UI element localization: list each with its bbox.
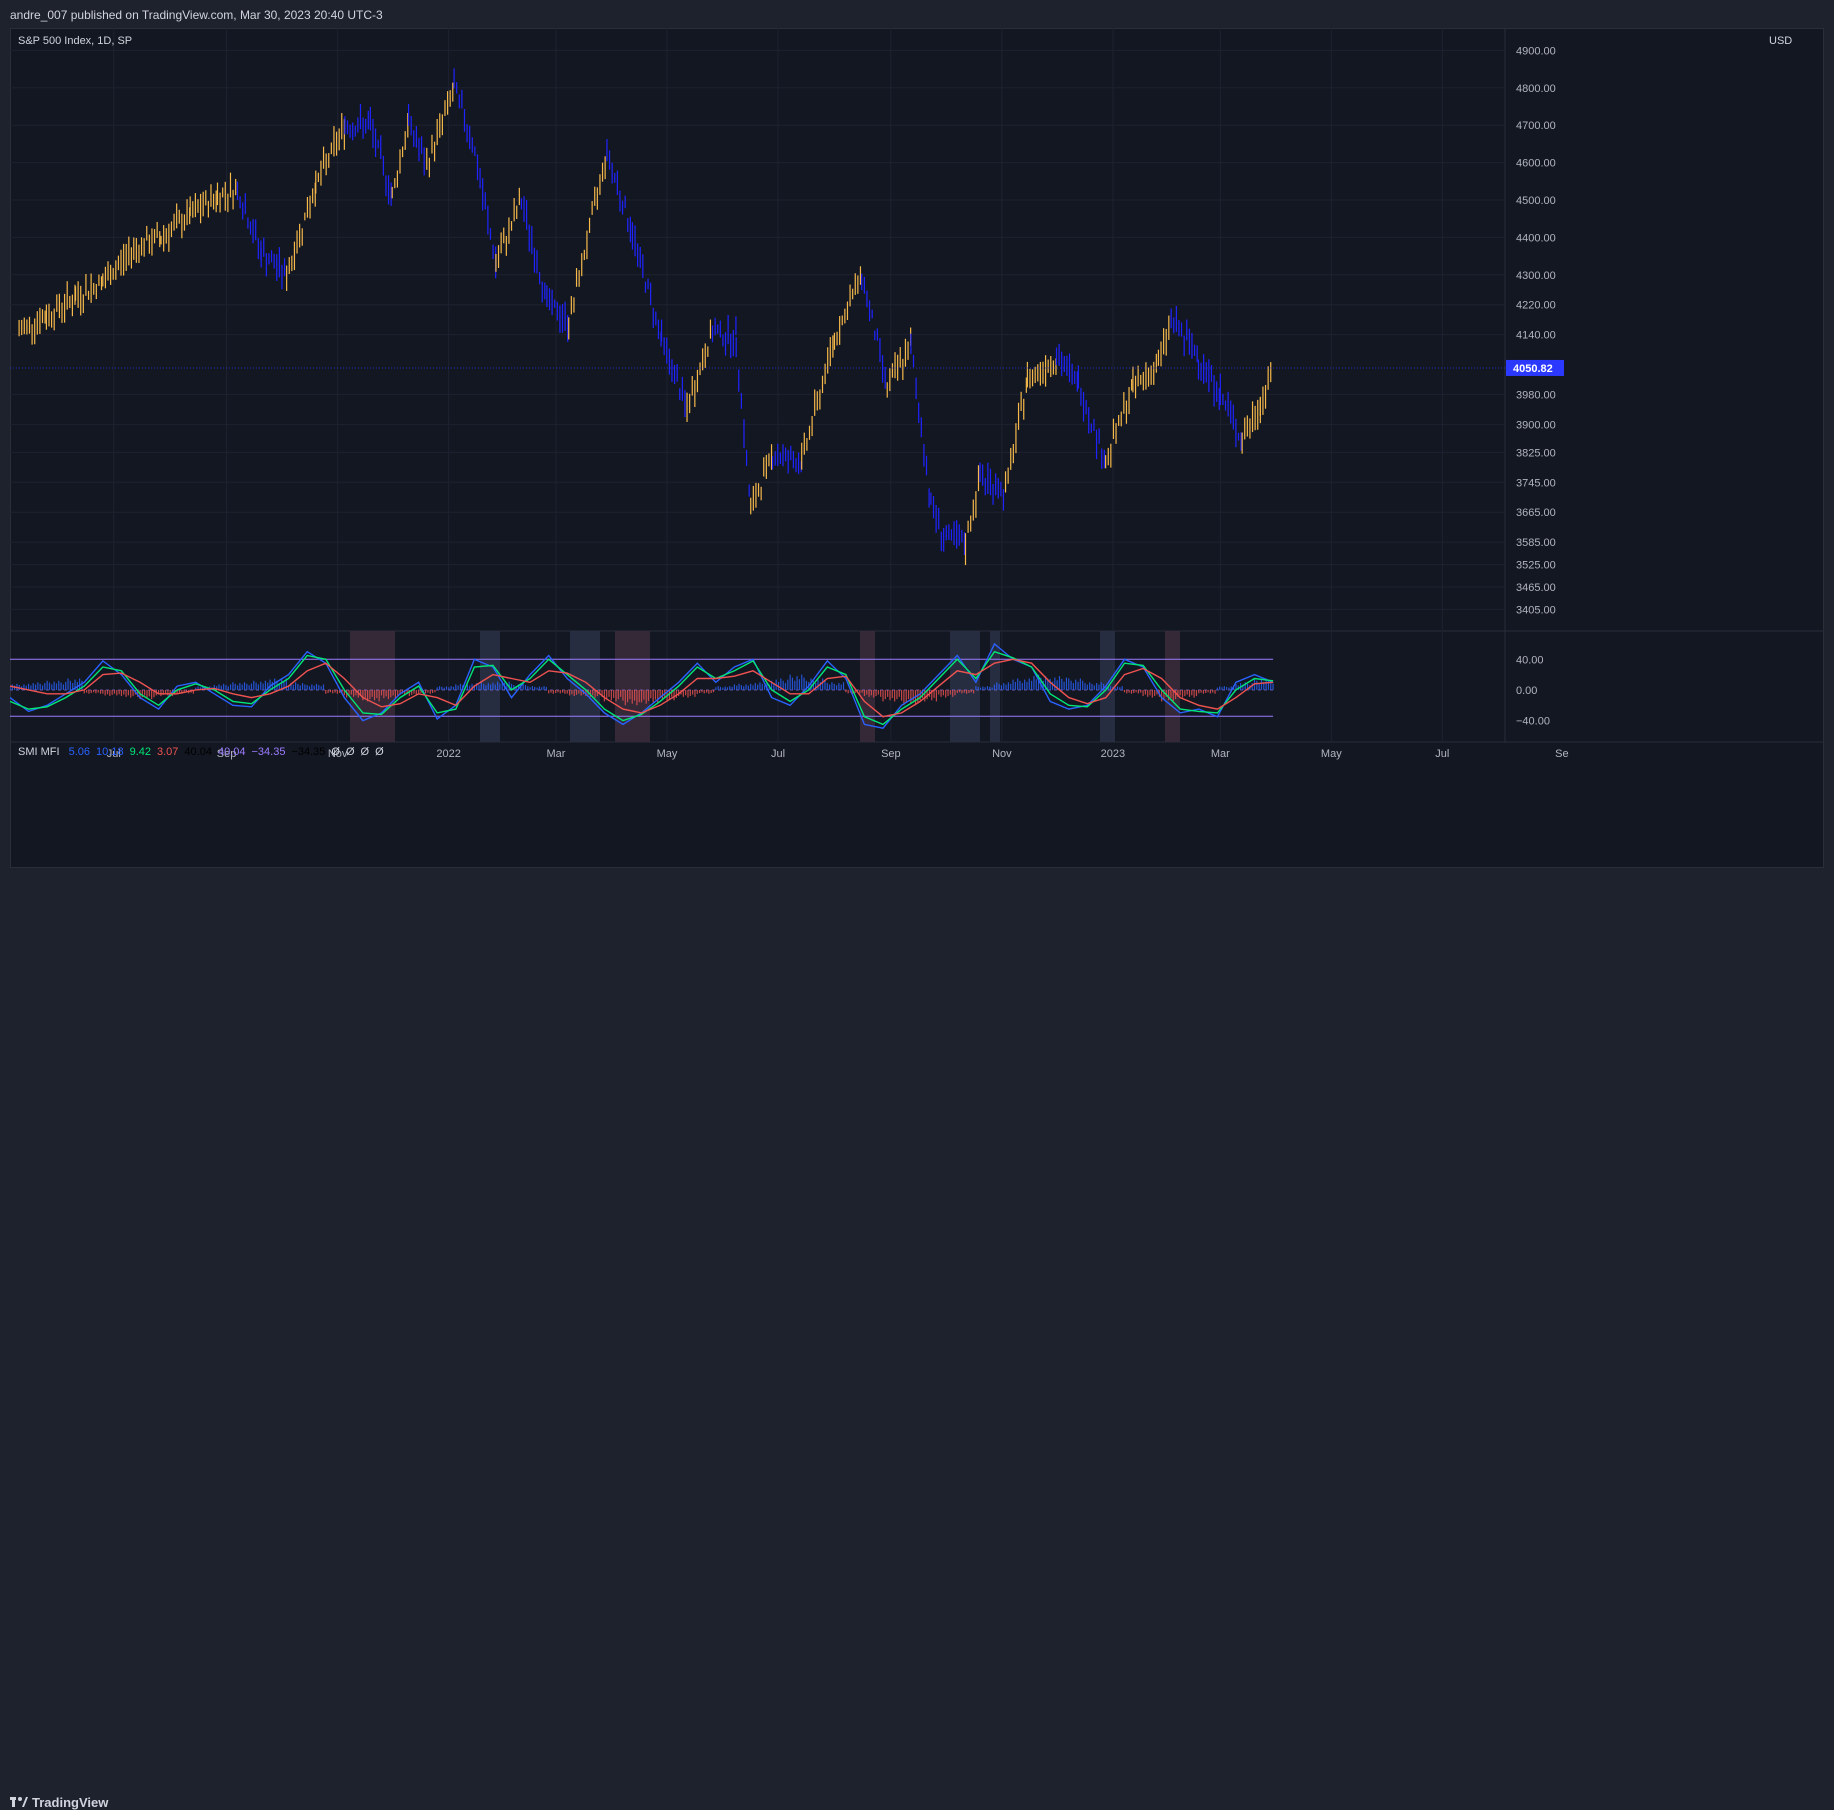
smi-zone (950, 631, 980, 742)
smi-legend-value: 40.04 (184, 746, 212, 758)
price-tick-label: 4300.00 (1516, 270, 1556, 282)
price-tick-label: 3980.00 (1516, 389, 1556, 401)
price-axis: 4900.00 4800.00 4700.00 4600.00 4500.00 4400.… (1506, 45, 1564, 616)
price-tick-label: 3745.00 (1516, 477, 1556, 489)
price-tick-label: 3585.00 (1516, 537, 1556, 549)
smi-legend-value: 9.42 (129, 746, 151, 758)
smi-zone (570, 631, 600, 742)
smi-legend-value: −34.35 (251, 746, 286, 758)
price-tick-label: 4500.00 (1516, 195, 1556, 207)
smi-series-line (10, 650, 1274, 726)
smi-axis: 40.00 0.00 −40.00 (1516, 654, 1550, 727)
time-tick-label: Mar (1211, 748, 1230, 760)
time-tick-label: Jul (1435, 748, 1449, 760)
time-tick-label: Sep (217, 748, 237, 760)
smi-tick-label: 0.00 (1516, 685, 1537, 697)
time-axis: Jul Sep Nov 2022 Mar May Jul Sep Nov 2023 Mar May Ju… (107, 748, 1569, 760)
price-tick-label: 3900.00 (1516, 419, 1556, 431)
publisher-info: andre_007 published on TradingView.com, … (10, 8, 383, 22)
chart-frame (10, 28, 1824, 868)
header-bar: andre_007 published on TradingView.com, … (0, 0, 1834, 28)
smi-legend: SMI MFI 5.06 10.18 9.42 3.07 40.04 40.04 −34.3… (18, 746, 390, 758)
tradingview-logo[interactable]: TradingView (10, 1795, 108, 1810)
smi-lines (10, 642, 1274, 729)
smi-legend-value: 5.06 (68, 746, 91, 758)
smi-legend-value: Ø (360, 746, 370, 758)
smi-legend-value: 10.18 (96, 746, 124, 758)
price-tick-label: 4900.00 (1516, 45, 1556, 57)
time-tick-label: 2023 (1101, 748, 1125, 760)
smi-title: SMI MFI (18, 746, 60, 758)
smi-legend-value: 3.07 (157, 746, 179, 758)
tradingview-logo-text: TradingView (32, 1795, 109, 1810)
price-tick-label: 4800.00 (1516, 83, 1556, 95)
price-tick-label: 4600.00 (1516, 158, 1556, 170)
chart-canvas[interactable]: 4900.00 4800.00 4700.00 4600.00 4500.00 4400.… (10, 28, 1824, 868)
grid-lines (10, 28, 1824, 743)
price-tick-label: 3465.00 (1516, 582, 1556, 594)
time-tick-label: Se (1555, 748, 1568, 760)
price-tick-label: 4400.00 (1516, 232, 1556, 244)
time-tick-label: Sep (881, 748, 901, 760)
currency-label: USD (1769, 35, 1793, 47)
price-tick-label: 3825.00 (1516, 447, 1556, 459)
price-tick-label: 4220.00 (1516, 300, 1556, 312)
smi-legend-value: Ø (331, 746, 340, 758)
time-tick-label: Nov (992, 748, 1012, 760)
time-tick-label: 2022 (436, 748, 460, 760)
time-tick-label: Mar (547, 748, 566, 760)
time-tick-label: Jul (771, 748, 785, 760)
smi-legend-value: 40.04 (217, 746, 246, 758)
smi-zone (615, 631, 650, 742)
price-tick-label: 4700.00 (1516, 120, 1556, 132)
smi-series-line (10, 658, 1274, 718)
smi-zone (480, 631, 500, 742)
price-tick-label: 3665.00 (1516, 507, 1556, 519)
last-price-badge (1506, 359, 1564, 376)
time-tick-label: May (1321, 748, 1342, 760)
price-tick-label: 3525.00 (1516, 560, 1556, 572)
time-tick-label: May (657, 748, 678, 760)
smi-legend-value: Ø (375, 746, 384, 758)
symbol-label: S&P 500 Index, 1D, SP (18, 35, 133, 47)
price-bars (10, 68, 1505, 566)
smi-zone (1165, 631, 1180, 742)
footer-bar: TradingView (0, 890, 1834, 1810)
smi-zone (350, 631, 395, 742)
smi-tick-label: 40.00 (1516, 654, 1544, 666)
smi-legend-value: Ø (345, 746, 355, 758)
time-tick-label: Jul (107, 748, 121, 760)
time-tick-label: Nov (328, 748, 348, 760)
price-tick-label: 4140.00 (1516, 330, 1556, 342)
smi-legend-value: −34.35 (291, 746, 326, 758)
tradingview-logo-icon (10, 1795, 28, 1807)
last-price-label: 4050.82 (1513, 363, 1553, 375)
smi-tick-label: −40.00 (1516, 716, 1550, 728)
price-tick-label: 3405.00 (1516, 604, 1556, 616)
